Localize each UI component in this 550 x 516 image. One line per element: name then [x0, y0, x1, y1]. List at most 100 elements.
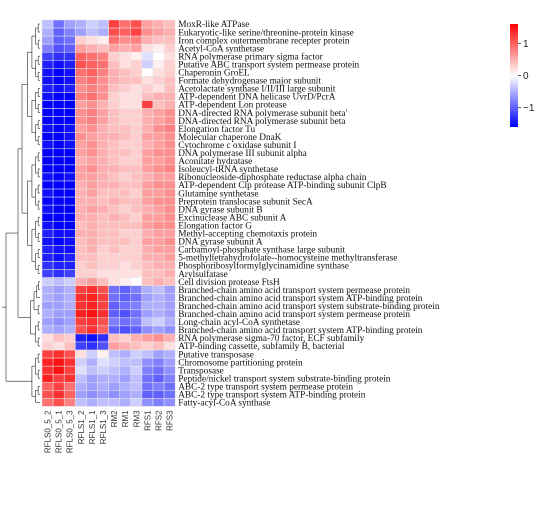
heatmap-cell [97, 253, 109, 262]
row-label: Iron complex outermembrane recepter prot… [178, 36, 350, 46]
heatmap-cell [52, 188, 65, 198]
heatmap-cell [97, 382, 109, 391]
heatmap-cell [41, 132, 54, 141]
heatmap-cell [152, 349, 165, 359]
heatmap-cell [152, 261, 165, 270]
heatmap-cell [163, 237, 176, 246]
heatmap-cell [52, 365, 65, 375]
heatmap-cell [152, 84, 165, 93]
heatmap-cell [41, 245, 54, 254]
row-label: Arylsulfatase [178, 269, 228, 280]
heatmap-cell [130, 60, 143, 69]
heatmap-cell [108, 261, 120, 270]
heatmap-cell [97, 349, 109, 359]
heatmap-cell [41, 140, 54, 150]
heatmap-cell [86, 35, 98, 45]
heatmap-cell [108, 253, 120, 262]
heatmap-cell [130, 108, 143, 117]
heatmap-cell [97, 357, 109, 367]
heatmap-cell [119, 19, 132, 29]
heatmap-cell [97, 365, 109, 375]
heatmap-cell [119, 212, 132, 222]
heatmap-cell [75, 124, 87, 133]
heatmap-cell [119, 333, 132, 343]
heatmap-cell [141, 100, 154, 109]
heatmap-cell [86, 43, 98, 53]
heatmap-cell [108, 229, 120, 238]
heatmap-cell [141, 108, 154, 117]
heatmap-cell [86, 180, 98, 190]
row-label: Branched-chain amino acid transport syst… [178, 286, 410, 296]
heatmap-cell [52, 60, 65, 69]
heatmap-cell [141, 116, 154, 125]
heatmap-cell [41, 27, 54, 37]
heatmap-cell [63, 92, 76, 101]
heatmap-cell [163, 333, 176, 343]
heatmap-cell [41, 108, 54, 117]
heatmap-cell [141, 204, 154, 214]
heatmap-cell [75, 277, 87, 286]
heatmap-cell [141, 92, 154, 101]
heatmap-cell [119, 188, 132, 198]
heatmap-cell [52, 221, 65, 230]
heatmap-cell [75, 148, 87, 158]
heatmap-cell [141, 156, 154, 166]
row-label: Branched-chain amino acid transport syst… [178, 294, 423, 304]
heatmap-cell [130, 164, 143, 174]
row-label: Cell division protease FtsH [178, 278, 280, 288]
heatmap-cell [152, 132, 165, 141]
heatmap-cell [119, 180, 132, 190]
heatmap-cell [86, 60, 98, 69]
heatmap-cell [119, 398, 132, 407]
heatmap-cell [75, 180, 87, 190]
heatmap-cell [41, 309, 54, 319]
heatmap-cell [86, 188, 98, 198]
heatmap-cell [97, 164, 109, 174]
column-label: RFLS0_5_2 [44, 410, 53, 453]
column-label: RFLS0_5_1 [55, 410, 64, 453]
heatmap-cell [130, 172, 143, 182]
heatmap-cell [86, 116, 98, 125]
heatmap-cell [63, 365, 76, 375]
heatmap-cell [75, 365, 87, 375]
row-label: ABC-2 type transport system permease pro… [178, 382, 353, 392]
heatmap-cell [108, 382, 120, 391]
heatmap-cell [119, 172, 132, 182]
heatmap-cell [141, 212, 154, 222]
heatmap-cell [163, 373, 176, 383]
heatmap-cell [52, 373, 65, 383]
heatmap-cell [86, 84, 98, 93]
heatmap-cell [152, 269, 165, 278]
heatmap-cell [41, 35, 54, 45]
heatmap-cell [63, 390, 76, 399]
heatmap-cell [130, 341, 143, 351]
heatmap-cell [86, 229, 98, 238]
heatmap-cell [97, 180, 109, 190]
heatmap-cell [108, 100, 120, 109]
heatmap-cell [141, 132, 154, 141]
heatmap-cell [152, 172, 165, 182]
heatmap-cell [141, 140, 154, 150]
heatmap-cell [108, 196, 120, 206]
heatmap-cell [75, 285, 87, 294]
heatmap-cell [119, 124, 132, 133]
heatmap-cell [163, 261, 176, 270]
heatmap-cell [152, 341, 165, 351]
heatmap-cell [41, 221, 54, 230]
heatmap-cell [163, 116, 176, 125]
heatmap-cell [86, 349, 98, 359]
heatmap-cell [130, 84, 143, 93]
heatmap-cell [52, 212, 65, 222]
heatmap-cell [141, 237, 154, 246]
heatmap-cell [41, 341, 54, 351]
heatmap-cell [75, 398, 87, 407]
heatmap-cell [86, 92, 98, 101]
heatmap-cell [119, 60, 132, 69]
heatmap-cell [97, 51, 109, 61]
heatmap-cell [52, 261, 65, 270]
heatmap-cell [108, 132, 120, 141]
heatmap-cell [152, 245, 165, 254]
heatmap-cell [141, 245, 154, 254]
